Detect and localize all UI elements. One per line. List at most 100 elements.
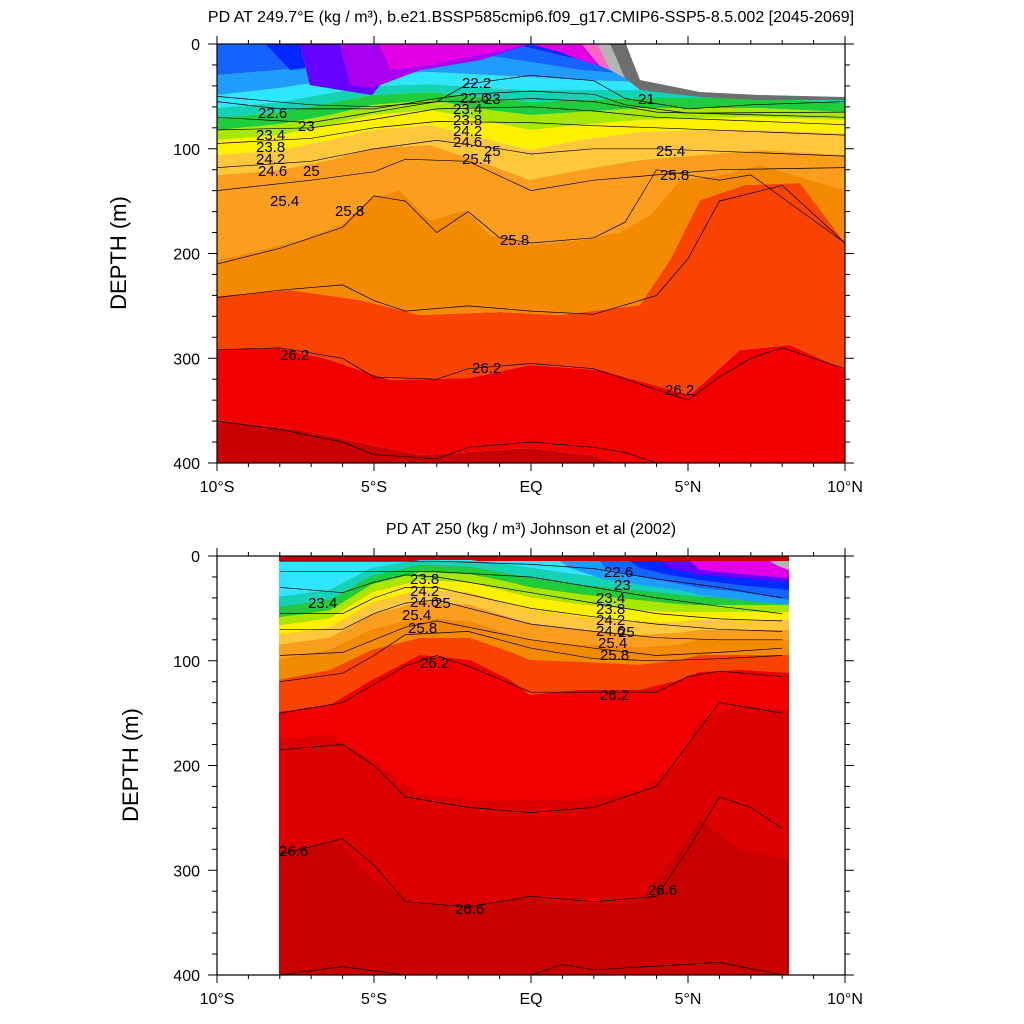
- contour-label: 22.6: [460, 90, 489, 107]
- panel-bottom-ylabel: DEPTH (m): [118, 708, 143, 822]
- contour-label: 24.6: [596, 623, 625, 640]
- contour-label: 22.6: [604, 564, 633, 581]
- y-tick-label: 100: [173, 654, 200, 671]
- contour-label: 25.4: [656, 143, 685, 160]
- contour-label: 26.6: [279, 843, 308, 860]
- panel-top-contour-labels: 21 22.2 22.6 22.6 23 23 23.4 23.4 23.8 2…: [256, 75, 694, 399]
- top-missing-region: [626, 44, 845, 97]
- panel-top-axes: 10°S 5°S EQ 5°N 10°N 0 100 200 300 400: [173, 36, 863, 496]
- top-band-gray-dark: [610, 44, 845, 100]
- contour-label: 23.8: [256, 139, 285, 156]
- bottom-band-25.4: [279, 602, 789, 660]
- isopycnal-26: [279, 631, 783, 683]
- contour-label: 23.8: [596, 601, 625, 618]
- contour-label: 25.8: [600, 647, 629, 664]
- isopycnal-23.4: [279, 574, 783, 622]
- isopycnal-23: [217, 98, 845, 123]
- panel-top: PD AT 249.7°E (kg / m³), b.e21.BSSP585cm…: [106, 9, 863, 496]
- contour-label: 25.4: [270, 193, 299, 210]
- isopycnal-26.6: [279, 796, 783, 908]
- panel-bottom: PD AT 250 (kg / m³) Johnson et al (2002): [118, 521, 863, 1008]
- bottom-band-26.6: [279, 705, 789, 905]
- contour-label: 23.4: [308, 595, 337, 612]
- isopycnal-25: [279, 599, 783, 641]
- contour-label: 24.2: [453, 123, 482, 140]
- bottom-band-23.4: [279, 560, 789, 607]
- top-band-pink: [582, 44, 610, 70]
- x-tick-label: 5°N: [675, 479, 702, 496]
- top-band-26.0: [217, 183, 845, 395]
- y-tick-label: 300: [173, 351, 200, 368]
- isopycnal-25.8: [217, 169, 845, 265]
- y-tick-label: 0: [191, 37, 200, 54]
- x-tick-label: 10°S: [200, 991, 235, 1008]
- contour-label: 26.2: [472, 360, 501, 377]
- bottom-isopycnals: [279, 560, 783, 975]
- contour-label: 24.6: [258, 163, 287, 180]
- contour-label: 24.6: [453, 134, 482, 151]
- bottom-data-region: [279, 556, 789, 975]
- contour-label: 23: [614, 577, 631, 594]
- bottom-band-25.0: [279, 590, 789, 645]
- top-band-23.8: [217, 92, 845, 130]
- bottom-band-21.0: [690, 561, 789, 578]
- contour-label: 23: [484, 91, 501, 108]
- contour-label: 26.6: [455, 901, 484, 918]
- y-tick-label: 200: [173, 759, 200, 776]
- isopycnal-26.2: [217, 347, 845, 401]
- top-band-24.6: [217, 110, 845, 155]
- top-isopycnals: [217, 75, 845, 463]
- isopycnal-26.6: [217, 420, 657, 463]
- top-band-gray-light: [598, 44, 625, 78]
- top-band-25.0: [217, 125, 845, 180]
- y-tick-label: 0: [191, 549, 200, 566]
- top-band-24.2: [217, 100, 845, 140]
- x-tick-label: 5°N: [675, 991, 702, 1008]
- contour-label: 25.4: [402, 607, 431, 624]
- contour-label: 26.2: [280, 347, 309, 364]
- isopycnal-24.2: [279, 587, 783, 632]
- contour-label: 25: [434, 595, 451, 612]
- contour-label: 25: [303, 163, 320, 180]
- isopycnal-24.2: [217, 121, 845, 144]
- isopycnal-23: [279, 571, 783, 614]
- contour-label: 25.8: [500, 232, 529, 249]
- top-band-magenta-north: [530, 44, 600, 66]
- isopycnal-26.2: [279, 655, 783, 714]
- contour-label: 25: [618, 624, 635, 641]
- isopycnal-25.8: [279, 620, 783, 656]
- contour-label: 24.2: [596, 612, 625, 629]
- contour-label: 24.2: [410, 583, 439, 600]
- contour-label: 23.4: [596, 590, 625, 607]
- top-band-25.4: [217, 145, 845, 260]
- panel-top-title: PD AT 249.7°E (kg / m³), b.e21.BSSP585cm…: [208, 9, 854, 26]
- contour-label: 26.6: [648, 882, 677, 899]
- top-band-26.6: [217, 420, 620, 463]
- contour-label: 25.4: [598, 635, 627, 652]
- contour-label: 23.8: [410, 571, 439, 588]
- top-band-26.2: [217, 345, 845, 463]
- contour-label: 22.2: [462, 75, 491, 92]
- y-tick-label: 100: [173, 142, 200, 159]
- top-band-20.6: [380, 44, 530, 70]
- top-band-25.8: [217, 165, 845, 315]
- contour-label: 23: [298, 118, 315, 135]
- isopycnal-26.4: [279, 702, 783, 813]
- y-tick-label: 300: [173, 863, 200, 880]
- isopycnal-25.4: [217, 158, 845, 191]
- contour-label: 23.4: [256, 127, 285, 144]
- panel-bottom-title: PD AT 250 (kg / m³) Johnson et al (2002): [386, 521, 676, 538]
- contour-label: 26.2: [420, 655, 449, 672]
- panel-bottom-axes: 10°S 5°S EQ 5°N 10°N 0 100 200 300 400: [173, 548, 863, 1008]
- panel-bottom-contour-labels: 22.6 23 23.4 23.4 23.8 23.8 24.2 24.2 24…: [279, 564, 677, 918]
- contour-label: 25: [484, 143, 501, 160]
- contour-label: 25.4: [462, 151, 491, 168]
- x-tick-label: EQ: [519, 479, 542, 496]
- isopycnal-25: [217, 140, 845, 168]
- y-tick-label: 400: [173, 968, 200, 985]
- top-band-21.0: [340, 44, 530, 88]
- isopycnal-22.6: [217, 90, 845, 114]
- bottom-band-26.4: [279, 655, 789, 800]
- panel-bottom-plot-area: [217, 556, 845, 975]
